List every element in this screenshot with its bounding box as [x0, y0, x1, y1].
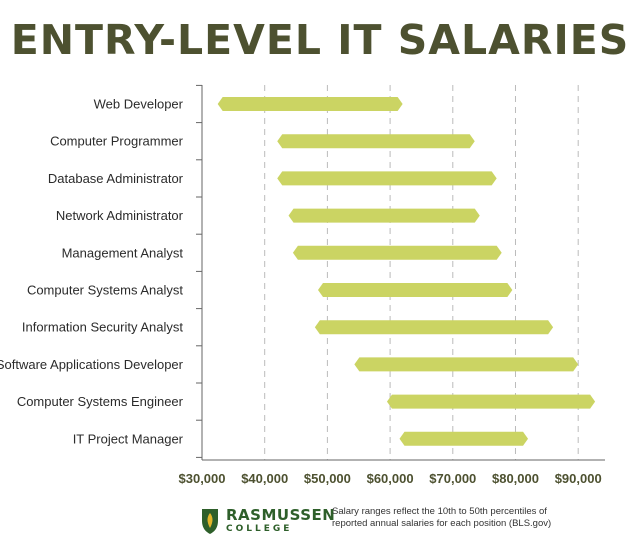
- chart-title: ENTRY-LEVEL IT SALARIES: [10, 16, 630, 64]
- logo-subtitle: COLLEGE: [226, 524, 293, 534]
- x-tick-label: $40,000: [241, 471, 288, 486]
- ticks-layer: $30,000 $40,000 $50,000 $60,000 $70,000 $80,0…: [179, 471, 602, 486]
- salary-range-bar: [277, 171, 497, 186]
- shield-leaf-icon: [202, 509, 218, 534]
- salary-range-bar: [277, 134, 475, 149]
- category-label: IT Project Manager: [73, 431, 184, 446]
- footnote-line-1: Salary ranges reflect the 10th to 50th p…: [332, 506, 547, 517]
- salary-range-bar: [317, 283, 513, 297]
- category-label: Information Security Analyst: [22, 320, 184, 335]
- axis-layer: [196, 84, 605, 461]
- labels-layer: Web Developer Computer Programmer Database…: [0, 97, 184, 447]
- footnote-line-2: reported annual salaries for each positi…: [332, 518, 552, 529]
- x-tick-label: $60,000: [367, 471, 414, 486]
- salary-range-bar: [292, 245, 502, 260]
- category-label: Database Administrator: [48, 171, 184, 186]
- category-label: Software Applications Developer: [0, 357, 184, 372]
- category-label: Network Administrator: [56, 208, 184, 223]
- logo-name: RASMUSSEN: [226, 506, 336, 524]
- bars-layer: [217, 97, 596, 446]
- salary-range-bar: [354, 357, 579, 372]
- salary-range-bar: [386, 394, 596, 409]
- category-label: Web Developer: [94, 97, 184, 112]
- category-label: Computer Systems Analyst: [27, 283, 183, 298]
- x-tick-label: $50,000: [304, 471, 351, 486]
- category-label: Computer Systems Engineer: [17, 394, 184, 409]
- x-tick-label: $70,000: [429, 471, 476, 486]
- salary-range-bar: [288, 208, 480, 223]
- rasmussen-logo: RASMUSSEN COLLEGE: [200, 504, 335, 538]
- salary-range-bar: [399, 431, 529, 446]
- x-tick-label: $80,000: [492, 471, 539, 486]
- salary-range-bar: [314, 320, 554, 335]
- salary-range-bar: [217, 97, 403, 111]
- category-label: Computer Programmer: [50, 134, 184, 149]
- category-label: Management Analyst: [62, 245, 184, 260]
- x-tick-label: $90,000: [555, 471, 602, 486]
- footnote: Salary ranges reflect the 10th to 50th p…: [332, 506, 562, 530]
- x-tick-label: $30,000: [179, 471, 226, 486]
